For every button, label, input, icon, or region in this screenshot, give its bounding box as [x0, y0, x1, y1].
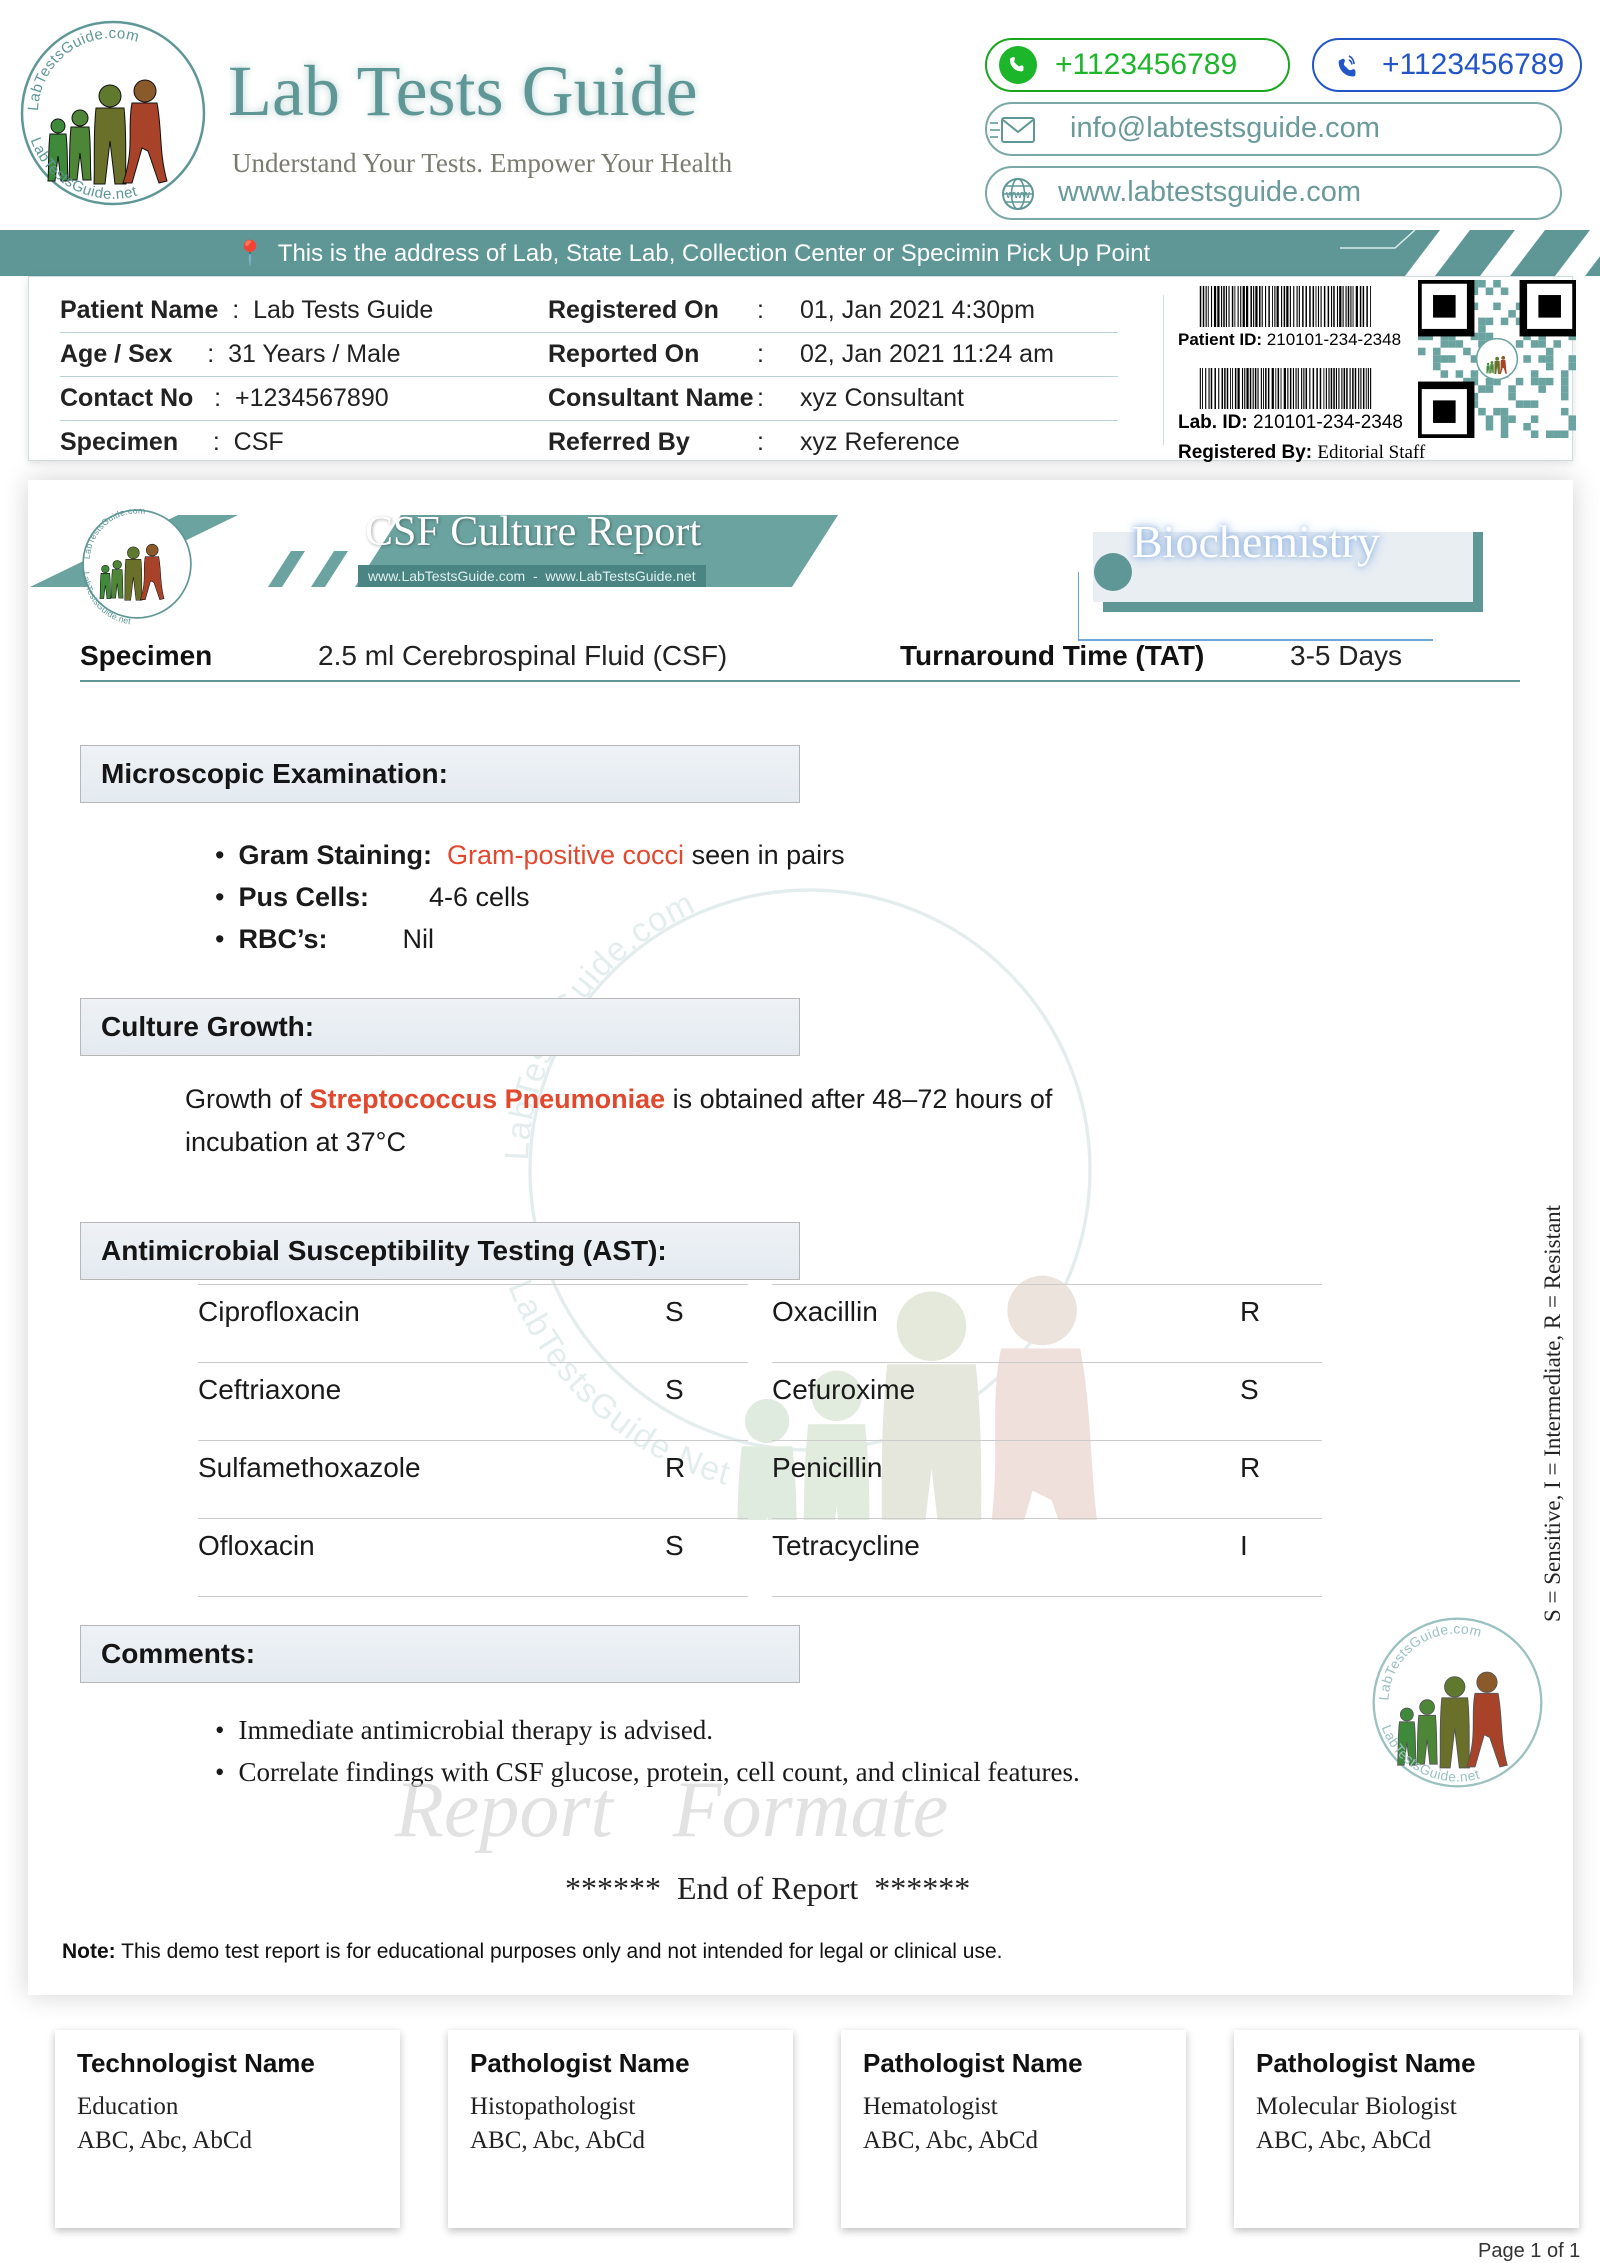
svg-text:LabTestsGuide.Net: LabTestsGuide.Net — [501, 1275, 735, 1493]
svg-text:WWW: WWW — [1006, 190, 1031, 200]
